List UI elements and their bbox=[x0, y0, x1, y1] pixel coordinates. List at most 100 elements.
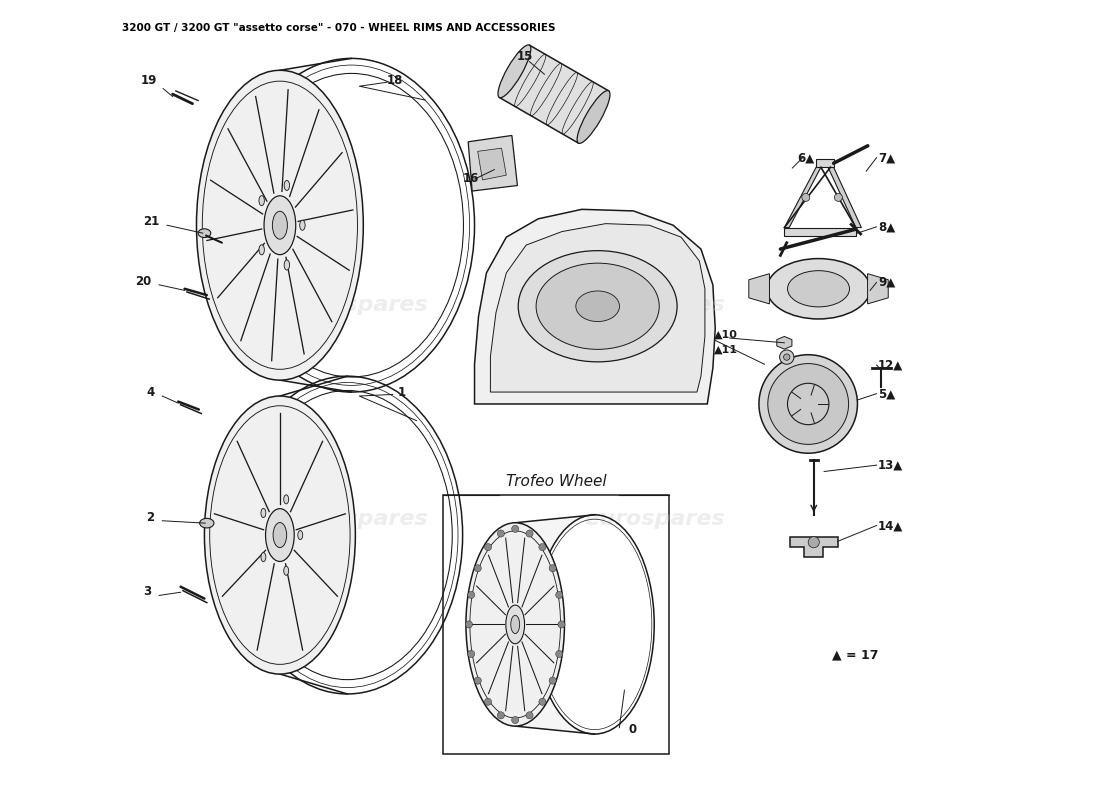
Polygon shape bbox=[491, 224, 705, 392]
Text: eurospares: eurospares bbox=[584, 509, 725, 529]
Circle shape bbox=[465, 621, 473, 628]
Ellipse shape bbox=[284, 495, 288, 504]
Polygon shape bbox=[868, 274, 888, 304]
Text: 21: 21 bbox=[143, 215, 160, 228]
Text: 4: 4 bbox=[147, 386, 155, 399]
Polygon shape bbox=[749, 274, 770, 304]
Polygon shape bbox=[477, 148, 506, 180]
Text: 3: 3 bbox=[143, 585, 151, 598]
FancyBboxPatch shape bbox=[442, 495, 669, 754]
Text: 12▲: 12▲ bbox=[878, 358, 903, 371]
Circle shape bbox=[468, 650, 475, 658]
Text: 7▲: 7▲ bbox=[878, 151, 895, 164]
Polygon shape bbox=[784, 228, 856, 235]
Ellipse shape bbox=[264, 196, 296, 254]
Text: 14▲: 14▲ bbox=[878, 519, 903, 532]
Circle shape bbox=[474, 677, 482, 684]
Ellipse shape bbox=[198, 229, 211, 238]
Circle shape bbox=[526, 712, 534, 719]
Ellipse shape bbox=[767, 258, 870, 319]
Text: eurospares: eurospares bbox=[584, 294, 725, 314]
Ellipse shape bbox=[298, 530, 302, 539]
Text: eurospares: eurospares bbox=[287, 509, 428, 529]
Polygon shape bbox=[499, 45, 608, 143]
Ellipse shape bbox=[788, 270, 849, 307]
Ellipse shape bbox=[258, 245, 264, 255]
Ellipse shape bbox=[768, 363, 848, 444]
Polygon shape bbox=[229, 58, 363, 392]
Text: 20: 20 bbox=[135, 275, 151, 288]
Ellipse shape bbox=[759, 354, 858, 454]
Ellipse shape bbox=[510, 615, 519, 634]
Circle shape bbox=[512, 717, 519, 723]
Ellipse shape bbox=[265, 509, 294, 562]
Ellipse shape bbox=[284, 181, 289, 190]
Ellipse shape bbox=[518, 250, 678, 362]
Circle shape bbox=[474, 565, 482, 572]
Circle shape bbox=[539, 543, 546, 550]
Text: 9▲: 9▲ bbox=[878, 276, 895, 289]
Circle shape bbox=[808, 537, 820, 548]
Text: 5▲: 5▲ bbox=[878, 387, 895, 400]
Ellipse shape bbox=[498, 45, 531, 98]
Circle shape bbox=[835, 194, 843, 202]
Circle shape bbox=[549, 677, 557, 684]
Circle shape bbox=[556, 650, 563, 658]
Text: 6▲: 6▲ bbox=[798, 151, 814, 164]
Polygon shape bbox=[784, 167, 821, 228]
Ellipse shape bbox=[261, 553, 266, 562]
Ellipse shape bbox=[205, 396, 355, 674]
Ellipse shape bbox=[200, 518, 213, 528]
Circle shape bbox=[780, 350, 794, 364]
Circle shape bbox=[484, 543, 492, 550]
Circle shape bbox=[539, 698, 546, 706]
Circle shape bbox=[802, 194, 810, 202]
Text: 2: 2 bbox=[146, 510, 154, 524]
Ellipse shape bbox=[197, 70, 363, 380]
Ellipse shape bbox=[299, 220, 305, 230]
Ellipse shape bbox=[578, 90, 610, 143]
Text: 8▲: 8▲ bbox=[878, 220, 895, 234]
Text: 13▲: 13▲ bbox=[878, 458, 903, 472]
Text: 15: 15 bbox=[517, 50, 534, 63]
Circle shape bbox=[556, 591, 563, 598]
Polygon shape bbox=[790, 537, 837, 557]
Circle shape bbox=[497, 712, 505, 719]
Ellipse shape bbox=[284, 260, 289, 270]
Polygon shape bbox=[232, 376, 355, 694]
Circle shape bbox=[549, 565, 557, 572]
Polygon shape bbox=[469, 135, 517, 191]
Text: 16: 16 bbox=[463, 172, 478, 186]
Text: 18: 18 bbox=[387, 74, 404, 87]
Ellipse shape bbox=[506, 605, 525, 644]
Text: 1: 1 bbox=[397, 386, 406, 399]
Circle shape bbox=[497, 530, 505, 537]
Circle shape bbox=[468, 591, 475, 598]
Polygon shape bbox=[828, 167, 861, 228]
Ellipse shape bbox=[258, 196, 264, 206]
Ellipse shape bbox=[273, 522, 287, 547]
Text: ▲10: ▲10 bbox=[714, 330, 737, 340]
Text: ▲ = 17: ▲ = 17 bbox=[832, 648, 879, 661]
Circle shape bbox=[512, 526, 519, 533]
Polygon shape bbox=[474, 210, 715, 404]
Text: 3200 GT / 3200 GT "assetto corse" - 070 - WHEEL RIMS AND ACCESSORIES: 3200 GT / 3200 GT "assetto corse" - 070 … bbox=[122, 22, 556, 33]
Ellipse shape bbox=[273, 211, 287, 239]
Polygon shape bbox=[816, 159, 834, 167]
Text: eurospares: eurospares bbox=[287, 294, 428, 314]
Circle shape bbox=[783, 354, 790, 360]
Ellipse shape bbox=[466, 522, 564, 726]
Text: 19: 19 bbox=[141, 74, 156, 87]
Circle shape bbox=[484, 698, 492, 706]
Polygon shape bbox=[777, 337, 792, 349]
Ellipse shape bbox=[536, 263, 659, 350]
Circle shape bbox=[558, 621, 565, 628]
Ellipse shape bbox=[575, 291, 619, 322]
Polygon shape bbox=[515, 514, 595, 734]
Text: ▲11: ▲11 bbox=[714, 344, 738, 354]
Text: Trofeo Wheel: Trofeo Wheel bbox=[506, 474, 607, 489]
Circle shape bbox=[526, 530, 534, 537]
Text: 0: 0 bbox=[628, 723, 637, 736]
Ellipse shape bbox=[788, 383, 829, 425]
Ellipse shape bbox=[284, 566, 288, 575]
